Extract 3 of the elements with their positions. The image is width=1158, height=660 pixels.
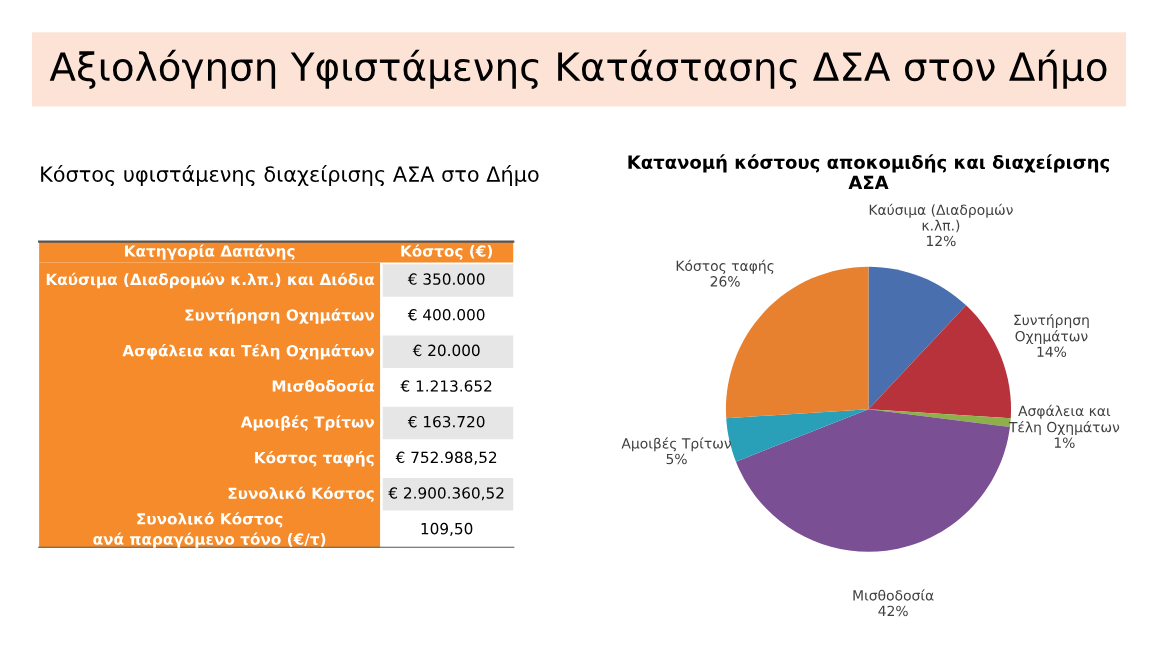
chart-title: Κατανομή κόστους αποκομιδής και διαχείρισης ΑΣΑ [628, 154, 1110, 189]
text: Κόστος υφιστάμενης διαχείρισης ΑΣΑ στο Δήμο [41, 165, 539, 187]
text: Αξιολόγηση Υφιστάμενης Κατάστασης ΔΣΑ στον Δήμο [49, 49, 1107, 89]
